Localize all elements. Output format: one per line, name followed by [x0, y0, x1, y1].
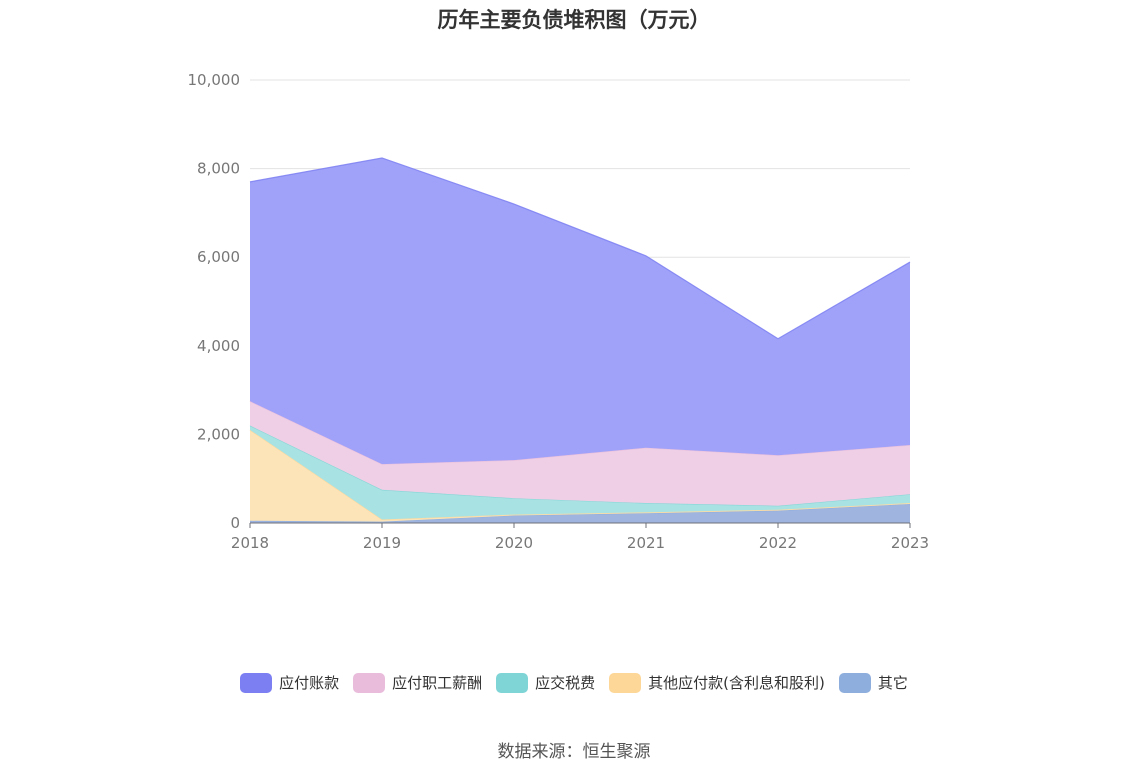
legend: 应付账款 应付职工薪酬 应交税费 其他应付款(含利息和股利) 其它	[0, 672, 1148, 693]
legend-label: 应交税费	[535, 674, 596, 692]
legend-label: 其它	[877, 674, 908, 692]
legend-item[interactable]: 应交税费	[496, 672, 595, 693]
legend-item[interactable]: 应付职工薪酬	[353, 672, 482, 693]
y-tick-label: 4,000	[197, 337, 240, 355]
x-tick-label: 2022	[759, 534, 797, 552]
legend-label: 其他应付款(含利息和股利)	[648, 674, 825, 692]
legend-item[interactable]: 应付账款	[240, 672, 339, 693]
area-series	[249, 157, 911, 523]
y-tick-label: 0	[230, 514, 240, 532]
chart-title: 历年主要负债堆积图（万元）	[437, 8, 711, 32]
area-应付账款	[250, 157, 910, 465]
area-其他应付款(含利息和股利)	[250, 429, 910, 522]
y-tick-label: 8,000	[197, 160, 240, 178]
x-tick-label: 2021	[627, 534, 665, 552]
legend-swatch	[838, 672, 871, 693]
legend-label: 应付账款	[279, 674, 340, 692]
area-其它	[250, 503, 910, 523]
legend-swatch	[609, 672, 642, 693]
y-tick-label: 6,000	[197, 248, 240, 266]
x-tick-label: 2020	[495, 534, 533, 552]
legend-swatch	[353, 672, 386, 693]
data-source: 数据来源：恒生聚源	[497, 742, 651, 762]
axes: 0 2,000 4,000 6,000 8,000 10,000 2018 2019 2020 2…	[188, 71, 930, 552]
legend-label: 应付职工薪酬	[392, 674, 483, 692]
y-tick-label: 10,000	[188, 71, 241, 89]
legend-swatch	[496, 672, 529, 693]
legend-item[interactable]: 其他应付款(含利息和股利)	[609, 672, 825, 693]
area-应交税费	[250, 425, 910, 520]
legend-swatch	[240, 672, 273, 693]
x-tick-label: 2019	[363, 534, 401, 552]
y-tick-label: 2,000	[197, 425, 240, 443]
line-应付账款	[249, 157, 911, 340]
x-tick-label: 2023	[891, 534, 929, 552]
x-tick-label: 2018	[231, 534, 269, 552]
area-应付职工薪酬	[250, 401, 910, 506]
legend-item[interactable]: 其它	[838, 672, 908, 693]
